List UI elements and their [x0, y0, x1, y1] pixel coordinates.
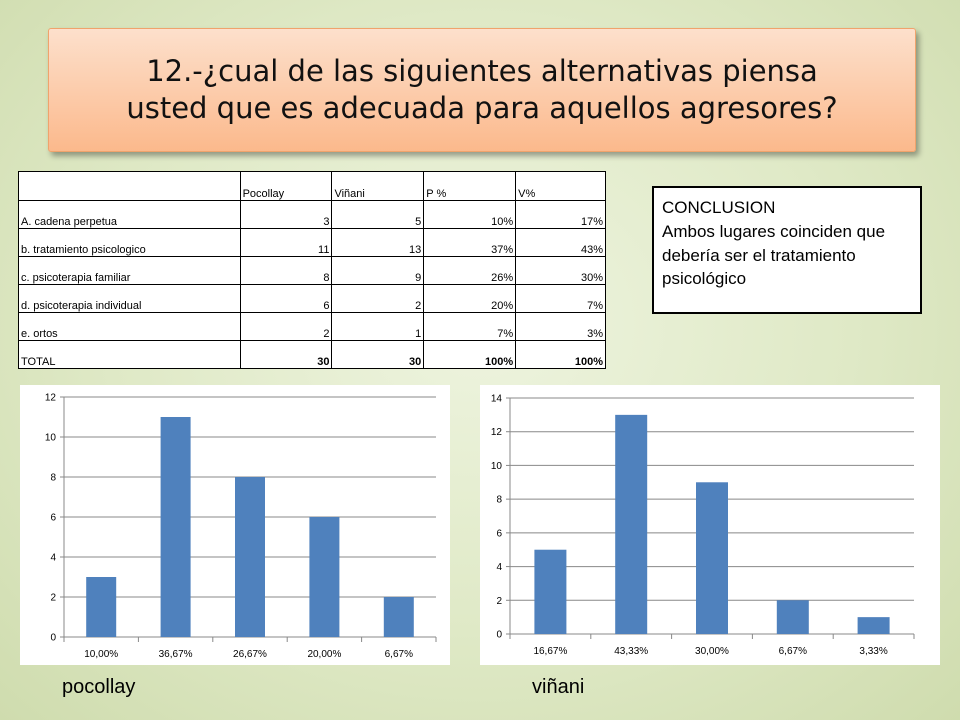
x-tick-label: 3,33%: [859, 646, 887, 657]
title-box: 12.-¿cual de las siguientes alternativas…: [48, 28, 916, 152]
table-header-cell: P %: [423, 171, 517, 201]
y-tick-label: 12: [491, 427, 503, 438]
bar: [86, 577, 117, 637]
caption-pocollay: pocollay: [62, 676, 136, 698]
y-tick-label: 0: [50, 633, 56, 644]
table-cell: 37%: [423, 228, 517, 257]
x-tick-label: 43,33%: [614, 646, 648, 657]
table-row: b. tratamiento psicologico 11 13 37% 43%: [18, 228, 606, 257]
y-tick-label: 2: [496, 596, 502, 607]
data-table: Pocollay Viñani P % V% A. cadena perpetu…: [18, 171, 606, 369]
table-cell: 8: [239, 256, 333, 285]
bar: [776, 600, 809, 634]
table-cell: 100%: [423, 340, 517, 369]
bar: [309, 517, 340, 637]
bar: [615, 414, 648, 634]
table-cell: A. cadena perpetua: [18, 200, 241, 229]
table-row: e. ortos 2 1 7% 3%: [18, 312, 606, 341]
x-tick-label: 36,67%: [159, 649, 193, 660]
table-cell: 2: [331, 284, 425, 313]
table-header-cell: V%: [515, 171, 606, 201]
y-tick-label: 8: [496, 495, 502, 506]
table-row: c. psicoterapia familiar 8 9 26% 30%: [18, 256, 606, 285]
conclusion-box: CONCLUSION Ambos lugares coinciden que d…: [652, 186, 922, 314]
pocollay-bar-chart: 0 2 4 6 8 10 12 10,00% 36,67% 26,67% 20,00% 6,67%: [20, 385, 450, 665]
table-cell: 1: [331, 312, 425, 341]
table-cell: 9: [331, 256, 425, 285]
vinani-bar-chart: 0 2 4 6 8 10 12 14 16,67% 43,33% 30,00% 6,67% 3,33%: [480, 385, 940, 665]
table-header-cell: Pocollay: [239, 171, 333, 201]
x-tick-label: 16,67%: [533, 646, 567, 657]
x-tick-label: 10,00%: [84, 649, 118, 660]
y-tick-label: 0: [496, 630, 502, 641]
table-cell: 5: [331, 200, 425, 229]
table-header-row: Pocollay Viñani P % V%: [18, 171, 606, 201]
table-cell: c. psicoterapia familiar: [18, 256, 241, 285]
slide-title: 12.-¿cual de las siguientes alternativas…: [126, 53, 838, 125]
x-tick-label: 20,00%: [307, 649, 341, 660]
table-total-row: TOTAL 30 30 100% 100%: [18, 340, 606, 369]
y-tick-label: 6: [50, 513, 56, 524]
y-tick-label: 10: [491, 461, 503, 472]
bar: [160, 417, 191, 637]
table-cell: 43%: [515, 228, 606, 257]
y-tick-label: 8: [50, 473, 56, 484]
table-cell: 6: [239, 284, 333, 313]
table-cell: 10%: [423, 200, 517, 229]
table-cell: 30: [239, 340, 333, 369]
x-tick-label: 6,67%: [779, 646, 807, 657]
table-cell: 100%: [515, 340, 606, 369]
y-tick-label: 12: [45, 393, 57, 404]
table-cell: 26%: [423, 256, 517, 285]
table-cell: 2: [239, 312, 333, 341]
table-cell: 3%: [515, 312, 606, 341]
bar: [696, 482, 728, 634]
table-cell: 3: [239, 200, 333, 229]
table-header-cell: Viñani: [331, 171, 425, 201]
caption-vinani: viñani: [532, 676, 585, 698]
bar: [534, 549, 567, 634]
x-tick-label: 26,67%: [233, 649, 267, 660]
table-cell: 20%: [423, 284, 517, 313]
y-tick-label: 2: [50, 593, 56, 604]
table-cell: 13: [331, 228, 425, 257]
table-cell: 11: [239, 228, 333, 257]
y-tick-label: 14: [491, 394, 503, 405]
y-tick-label: 4: [50, 553, 56, 564]
table-cell: e. ortos: [18, 312, 241, 341]
table-cell: 7%: [423, 312, 517, 341]
y-tick-label: 4: [496, 562, 502, 573]
table-header-cell: [18, 171, 241, 201]
table-cell: 17%: [515, 200, 606, 229]
bar: [383, 597, 414, 637]
table-row: d. psicoterapia individual 6 2 20% 7%: [18, 284, 606, 313]
bar: [235, 477, 265, 637]
table-cell: TOTAL: [18, 340, 241, 369]
table-cell: b. tratamiento psicologico: [18, 228, 241, 257]
table-cell: 30: [331, 340, 425, 369]
y-tick-label: 6: [496, 528, 502, 539]
y-tick-label: 10: [45, 433, 57, 444]
table-cell: 7%: [515, 284, 606, 313]
x-tick-label: 30,00%: [695, 646, 729, 657]
table-cell: d. psicoterapia individual: [18, 284, 241, 313]
x-tick-label: 6,67%: [385, 649, 413, 660]
table-cell: 30%: [515, 256, 606, 285]
bar: [857, 617, 890, 634]
table-row: A. cadena perpetua 3 5 10% 17%: [18, 200, 606, 229]
